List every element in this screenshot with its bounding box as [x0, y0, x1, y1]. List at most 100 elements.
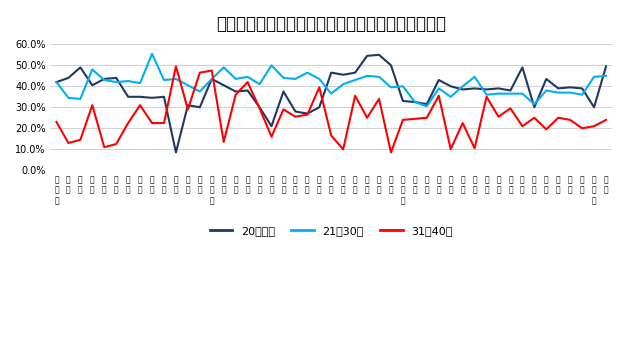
31〜40人 [53, 120, 60, 124]
31〜40人 [161, 121, 168, 125]
31〜40人 [387, 150, 395, 155]
20人以下 [411, 100, 419, 104]
21〜30人 [208, 77, 216, 81]
21〜30人 [280, 76, 287, 80]
21〜30人 [256, 82, 263, 86]
31〜40人 [208, 69, 216, 73]
31〜40人 [303, 112, 311, 117]
20人以下 [483, 87, 490, 92]
20人以下 [554, 86, 562, 91]
31〜40人 [76, 138, 84, 142]
21〜30人 [566, 90, 574, 95]
21〜30人 [471, 75, 478, 79]
31〜40人 [232, 92, 240, 97]
Line: 20人以下: 20人以下 [56, 55, 606, 152]
20人以下 [339, 72, 347, 77]
20人以下 [124, 95, 132, 99]
21〜30人 [148, 52, 155, 56]
21〜30人 [196, 89, 204, 94]
21〜30人 [244, 75, 251, 79]
21〜30人 [100, 78, 108, 82]
20人以下 [303, 111, 311, 116]
31〜40人 [88, 103, 96, 107]
20人以下 [100, 77, 108, 81]
21〜30人 [387, 85, 395, 90]
21〜30人 [315, 77, 323, 81]
31〜40人 [554, 116, 562, 120]
21〜30人 [124, 79, 132, 83]
21〜30人 [411, 100, 419, 104]
20人以下 [435, 78, 443, 82]
Line: 31〜40人: 31〜40人 [56, 66, 606, 152]
21〜30人 [519, 91, 526, 96]
20人以下 [196, 105, 204, 110]
20人以下 [232, 89, 240, 94]
31〜40人 [363, 116, 371, 120]
21〜30人 [327, 91, 335, 96]
20人以下 [327, 71, 335, 75]
20人以下 [530, 105, 538, 110]
20人以下 [590, 105, 598, 110]
20人以下 [148, 96, 155, 100]
20人以下 [161, 95, 168, 99]
20人以下 [495, 86, 502, 91]
21〜30人 [459, 84, 466, 89]
20人以下 [351, 71, 359, 75]
31〜40人 [542, 127, 550, 131]
21〜30人 [65, 96, 72, 100]
21〜30人 [399, 84, 407, 89]
21〜30人 [268, 63, 275, 67]
31〜40人 [136, 103, 144, 107]
31〜40人 [268, 135, 275, 139]
31〜40人 [423, 116, 431, 120]
21〜30人 [590, 75, 598, 79]
31〜40人 [351, 94, 359, 98]
21〜30人 [423, 104, 431, 109]
21〜30人 [603, 74, 610, 78]
20人以下 [76, 65, 84, 70]
31〜40人 [315, 85, 323, 90]
31〜40人 [327, 134, 335, 138]
20人以下 [507, 88, 514, 92]
31〜40人 [196, 71, 204, 75]
21〜30人 [351, 78, 359, 82]
20人以下 [208, 77, 216, 81]
31〜40人 [566, 118, 574, 122]
20人以下 [268, 124, 275, 128]
21〜30人 [292, 77, 299, 81]
21〜30人 [447, 95, 455, 99]
31〜40人 [244, 80, 251, 84]
31〜40人 [220, 140, 228, 144]
21〜30人 [495, 91, 502, 96]
31〜40人 [411, 117, 419, 121]
21〜30人 [220, 65, 228, 70]
31〜40人 [507, 106, 514, 110]
21〜30人 [172, 77, 180, 81]
20人以下 [603, 64, 610, 69]
20人以下 [88, 83, 96, 87]
31〜40人 [471, 146, 478, 150]
20人以下 [65, 76, 72, 80]
31〜40人 [148, 121, 155, 125]
21〜30人 [88, 67, 96, 72]
20人以下 [363, 54, 371, 58]
31〜40人 [578, 126, 586, 130]
31〜40人 [376, 97, 383, 101]
31〜40人 [590, 124, 598, 128]
20人以下 [172, 150, 180, 155]
21〜30人 [232, 77, 240, 81]
Line: 21〜30人: 21〜30人 [56, 54, 606, 106]
21〜30人 [161, 78, 168, 82]
21〜30人 [184, 83, 192, 87]
20人以下 [578, 86, 586, 91]
20人以下 [315, 105, 323, 110]
21〜30人 [507, 91, 514, 96]
31〜40人 [603, 118, 610, 122]
20人以下 [136, 95, 144, 99]
31〜40人 [530, 116, 538, 120]
21〜30人 [136, 81, 144, 85]
31〜40人 [399, 118, 407, 122]
31〜40人 [256, 106, 263, 110]
20人以下 [399, 99, 407, 103]
31〜40人 [447, 147, 455, 151]
